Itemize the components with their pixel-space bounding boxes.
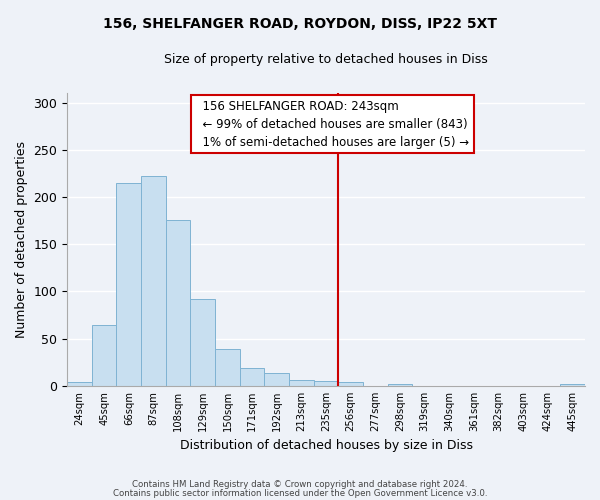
Text: 156, SHELFANGER ROAD, ROYDON, DISS, IP22 5XT: 156, SHELFANGER ROAD, ROYDON, DISS, IP22… xyxy=(103,18,497,32)
Bar xyxy=(240,368,265,386)
Bar xyxy=(265,372,289,386)
Text: Contains HM Land Registry data © Crown copyright and database right 2024.: Contains HM Land Registry data © Crown c… xyxy=(132,480,468,489)
Title: Size of property relative to detached houses in Diss: Size of property relative to detached ho… xyxy=(164,52,488,66)
Bar xyxy=(166,220,190,386)
Y-axis label: Number of detached properties: Number of detached properties xyxy=(15,141,28,338)
Bar xyxy=(190,299,215,386)
Bar xyxy=(289,380,314,386)
Bar xyxy=(338,382,363,386)
Text: Contains public sector information licensed under the Open Government Licence v3: Contains public sector information licen… xyxy=(113,488,487,498)
Bar xyxy=(116,183,141,386)
Bar xyxy=(141,176,166,386)
Bar xyxy=(92,324,116,386)
Bar xyxy=(560,384,585,386)
X-axis label: Distribution of detached houses by size in Diss: Distribution of detached houses by size … xyxy=(179,440,473,452)
Bar xyxy=(67,382,92,386)
Bar xyxy=(314,381,338,386)
Bar xyxy=(388,384,412,386)
Bar xyxy=(215,349,240,386)
Text: 156 SHELFANGER ROAD: 243sqm
  ← 99% of detached houses are smaller (843)
  1% of: 156 SHELFANGER ROAD: 243sqm ← 99% of det… xyxy=(196,100,470,148)
